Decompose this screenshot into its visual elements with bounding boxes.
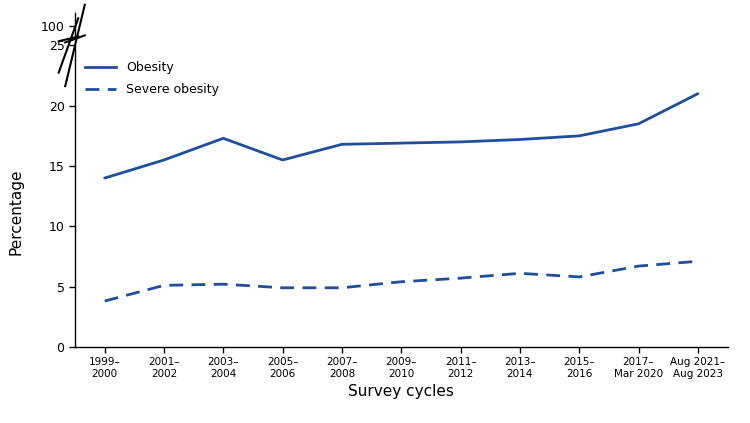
X-axis label: Survey cycles: Survey cycles [348,385,454,399]
Text: Percentage: Percentage [9,168,24,255]
Legend: Obesity, Severe obesity: Obesity, Severe obesity [81,58,223,100]
